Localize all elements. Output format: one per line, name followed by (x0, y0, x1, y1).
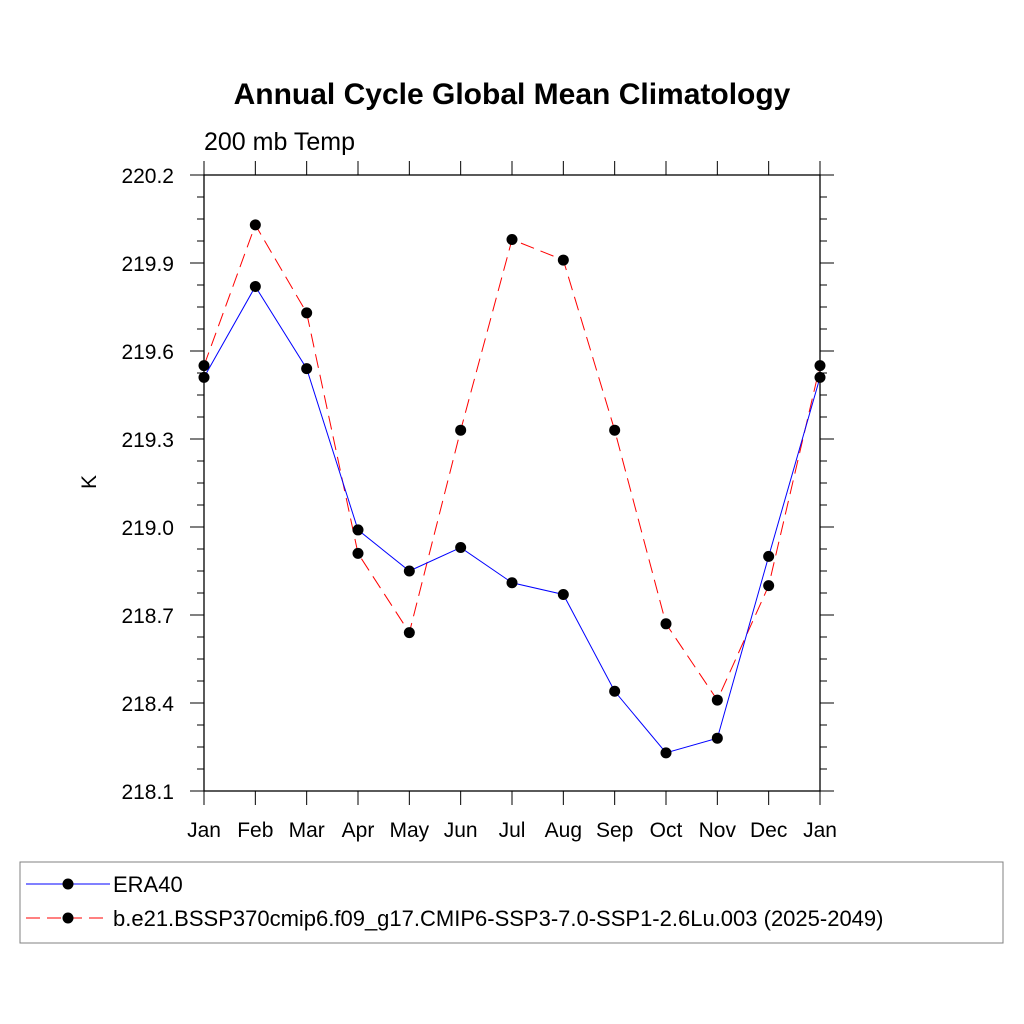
data-point-series-0 (763, 550, 775, 562)
x-tick-label: Sep (596, 819, 633, 842)
y-tick-label: 220.2 (121, 165, 174, 188)
data-point-series-1 (660, 618, 672, 630)
x-tick-label: Nov (699, 819, 737, 842)
x-tick-label: Jan (187, 819, 221, 842)
series-line-1 (203, 223, 821, 702)
legend-marker-0 (62, 878, 74, 890)
data-point-series-1 (557, 254, 569, 266)
x-tick-label: Jan (803, 819, 837, 842)
data-point-series-0 (455, 542, 467, 554)
y-tick-label: 219.0 (121, 517, 174, 540)
y-tick-label: 219.3 (121, 429, 174, 452)
legend: ERA40 b.e21.BSSP370cmip6.f09_g17.CMIP6-SS… (19, 861, 1004, 944)
data-point-series-1 (352, 547, 364, 559)
x-tick-label: Oct (650, 819, 683, 842)
plot-frame (203, 174, 821, 792)
data-point-series-0 (352, 524, 364, 536)
data-point-series-0 (403, 565, 415, 577)
x-tick-label: Aug (545, 819, 582, 842)
x-tick-label: Mar (289, 819, 325, 842)
series-layer (198, 219, 826, 759)
y-axis-label: K (78, 475, 101, 489)
data-point-series-1 (814, 360, 826, 372)
data-point-series-0 (814, 371, 826, 383)
data-point-series-1 (455, 424, 467, 436)
y-tick-label: 218.1 (121, 781, 174, 804)
legend-label-1: b.e21.BSSP370cmip6.f09_g17.CMIP6-SSP3-7.… (113, 906, 883, 931)
chart-subtitle: 200 mb Temp (204, 128, 355, 156)
y-tick-label: 219.6 (121, 341, 174, 364)
data-point-series-0 (660, 747, 672, 759)
y-tick-label: 219.9 (121, 253, 174, 276)
chart-title: Annual Cycle Global Mean Climatology (234, 78, 791, 111)
data-point-series-0 (249, 280, 261, 292)
data-point-series-1 (403, 627, 415, 639)
data-point-series-1 (609, 424, 621, 436)
y-tick-label: 218.4 (121, 693, 174, 716)
axes: 218.1 218.4 218.7 219.0 219.3 219.6 219.9 220.2… (121, 161, 837, 842)
data-point-series-0 (557, 588, 569, 600)
data-point-series-1 (249, 219, 261, 231)
data-point-series-0 (711, 732, 723, 744)
y-tick-label: 218.7 (121, 605, 174, 628)
x-tick-label: May (389, 819, 429, 842)
data-point-series-1 (763, 580, 775, 592)
legend-marker-1 (62, 912, 74, 924)
data-point-series-0 (198, 371, 210, 383)
data-point-series-1 (506, 234, 518, 246)
data-point-series-0 (506, 577, 518, 589)
data-point-series-1 (711, 694, 723, 706)
series-line-0 (203, 285, 821, 754)
x-tick-label: Feb (237, 819, 273, 842)
data-point-series-0 (609, 685, 621, 697)
data-point-series-1 (198, 360, 210, 372)
legend-label-0: ERA40 (113, 872, 183, 897)
x-tick-label: Apr (342, 819, 375, 842)
data-point-series-1 (301, 307, 313, 319)
x-tick-label: Jul (499, 819, 526, 842)
x-tick-label: Dec (750, 819, 787, 842)
data-point-series-0 (301, 363, 313, 375)
legend-box (19, 861, 1004, 944)
x-tick-label: Jun (444, 819, 478, 842)
